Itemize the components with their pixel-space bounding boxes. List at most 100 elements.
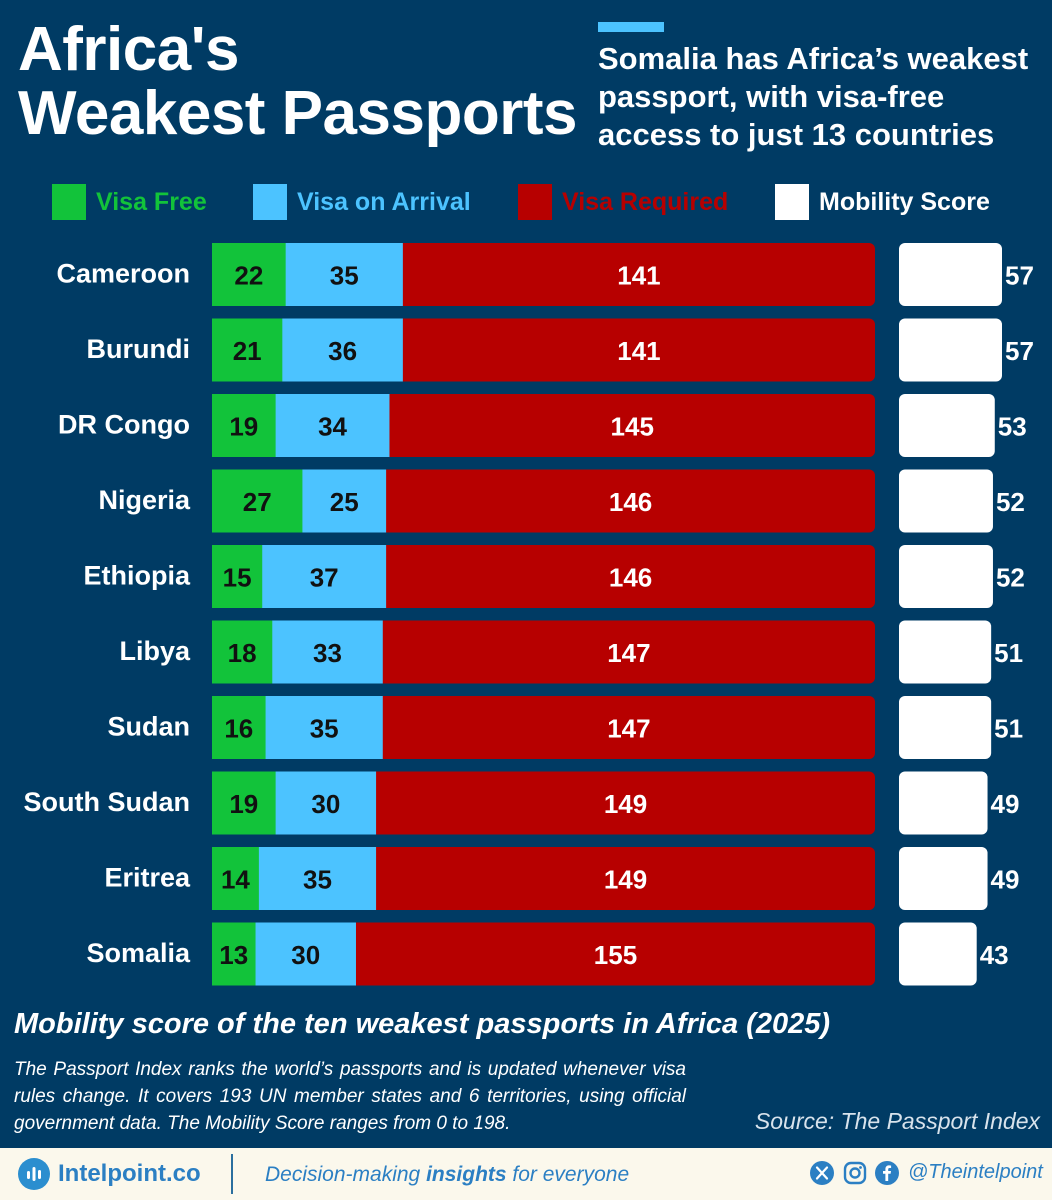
value-visa-on-arrival-burundi: 36 bbox=[328, 336, 357, 366]
value-visa-required-libya: 147 bbox=[607, 638, 650, 668]
country-label-ethiopia: Ethiopia bbox=[84, 561, 191, 591]
title-line-1: Africa's bbox=[18, 15, 239, 84]
title-line-2: Weakest Passports bbox=[18, 79, 577, 148]
bar-mobility-score-ethiopia bbox=[899, 545, 993, 608]
value-visa-required-eritrea: 149 bbox=[604, 865, 647, 895]
bar-visa-free-nigeria bbox=[212, 469, 303, 533]
value-mobility-score-south-sudan: 49 bbox=[991, 789, 1020, 819]
bar-mobility-score-somalia bbox=[899, 922, 977, 986]
country-label-south-sudan: South Sudan bbox=[24, 787, 190, 817]
bar-mobility-score-dr-congo bbox=[899, 394, 995, 457]
value-visa-on-arrival-dr-congo: 34 bbox=[318, 412, 347, 442]
value-mobility-score-dr-congo: 53 bbox=[998, 412, 1027, 442]
chart-caption: Mobility score of the ten weakest passpo… bbox=[14, 1008, 830, 1040]
legend-swatch-visa-required bbox=[518, 184, 552, 220]
value-visa-free-cameroon: 22 bbox=[234, 261, 263, 291]
country-label-cameroon: Cameroon bbox=[56, 259, 190, 289]
methodology-note: The Passport Index ranks the world’s pas… bbox=[14, 1059, 686, 1134]
legend-swatch-visa-free bbox=[52, 184, 86, 220]
value-visa-free-nigeria: 27 bbox=[243, 487, 272, 517]
brand-logo-icon bbox=[18, 1158, 50, 1190]
country-label-nigeria: Nigeria bbox=[98, 485, 191, 515]
page-title: Africa's Weakest Passports bbox=[18, 18, 577, 146]
value-mobility-score-eritrea: 49 bbox=[991, 865, 1020, 895]
subtitle-accent-bar bbox=[598, 22, 664, 32]
value-visa-free-eritrea: 14 bbox=[221, 865, 250, 895]
bar-mobility-score-burundi bbox=[899, 318, 1002, 382]
brand-name: Intelpoint.co bbox=[58, 1160, 201, 1187]
value-visa-on-arrival-nigeria: 25 bbox=[330, 487, 359, 517]
bar-mobility-score-libya bbox=[899, 620, 992, 684]
x-icon[interactable] bbox=[810, 1161, 834, 1185]
value-visa-on-arrival-eritrea: 35 bbox=[303, 865, 332, 895]
legend-swatch-visa-on-arrival bbox=[253, 184, 287, 220]
subtitle: Somalia has Africa’s weakest passport, w… bbox=[598, 41, 1029, 152]
value-mobility-score-nigeria: 52 bbox=[996, 487, 1025, 517]
bar-mobility-score-sudan bbox=[899, 696, 992, 759]
value-visa-free-somalia: 13 bbox=[219, 940, 248, 970]
legend-mobility-score: Mobility Score bbox=[775, 184, 990, 220]
value-visa-on-arrival-ethiopia: 37 bbox=[310, 563, 339, 593]
value-visa-required-ethiopia: 146 bbox=[609, 563, 652, 593]
legend-visa-free: Visa Free bbox=[52, 184, 207, 220]
value-visa-required-cameroon: 141 bbox=[617, 261, 660, 291]
value-visa-on-arrival-somalia: 30 bbox=[291, 940, 320, 970]
country-label-dr-congo: DR Congo bbox=[58, 410, 190, 440]
legend-visa-on-arrival: Visa on Arrival bbox=[253, 184, 471, 220]
tagline-emphasis: insights bbox=[426, 1163, 507, 1186]
bar-visa-free-sudan bbox=[212, 696, 266, 759]
bar-mobility-score-eritrea bbox=[899, 847, 988, 910]
bar-visa-free-cameroon bbox=[212, 243, 286, 306]
country-label-libya: Libya bbox=[119, 636, 191, 666]
tagline-end: for everyone bbox=[506, 1163, 630, 1186]
bar-visa-free-somalia bbox=[212, 922, 256, 986]
source-credit: Source: The Passport Index bbox=[754, 1108, 1040, 1134]
value-mobility-score-cameroon: 57 bbox=[1005, 261, 1034, 291]
bar-visa-required-eritrea bbox=[212, 847, 875, 910]
value-mobility-score-libya: 51 bbox=[994, 638, 1023, 668]
instagram-icon[interactable] bbox=[843, 1161, 867, 1185]
legend-label-visa-on-arrival: Visa on Arrival bbox=[297, 187, 471, 216]
bar-mobility-score-cameroon bbox=[899, 243, 1002, 306]
bar-visa-free-dr-congo bbox=[212, 394, 276, 457]
country-label-burundi: Burundi bbox=[87, 334, 190, 364]
value-visa-free-ethiopia: 15 bbox=[223, 563, 252, 593]
country-label-somalia: Somalia bbox=[86, 938, 191, 968]
bar-visa-free-burundi bbox=[212, 318, 283, 382]
value-visa-free-south-sudan: 19 bbox=[229, 789, 258, 819]
facebook-icon[interactable] bbox=[875, 1161, 899, 1185]
bar-mobility-score-south-sudan bbox=[899, 771, 988, 835]
value-visa-on-arrival-sudan: 35 bbox=[310, 714, 339, 744]
bar-mobility-score-nigeria bbox=[899, 469, 993, 533]
bar-visa-required-south-sudan bbox=[212, 771, 875, 835]
value-visa-on-arrival-libya: 33 bbox=[313, 638, 342, 668]
value-visa-on-arrival-south-sudan: 30 bbox=[311, 789, 340, 819]
bar-visa-free-ethiopia bbox=[212, 545, 263, 608]
value-visa-required-somalia: 155 bbox=[594, 940, 637, 970]
stacked-bar-chart: Cameroon 22 35 141 57 Burundi 21 36 141 57 DR Cong… bbox=[24, 243, 1034, 986]
value-visa-free-burundi: 21 bbox=[233, 336, 262, 366]
value-visa-required-nigeria: 146 bbox=[609, 487, 652, 517]
legend-label-mobility-score: Mobility Score bbox=[819, 187, 990, 216]
value-visa-free-dr-congo: 19 bbox=[229, 412, 258, 442]
value-visa-required-dr-congo: 145 bbox=[611, 412, 654, 442]
tagline: Decision-making insights for everyone bbox=[265, 1163, 629, 1187]
legend-label-visa-free: Visa Free bbox=[96, 187, 207, 216]
country-label-sudan: Sudan bbox=[107, 712, 190, 742]
value-mobility-score-burundi: 57 bbox=[1005, 336, 1034, 366]
bar-visa-free-south-sudan bbox=[212, 771, 276, 835]
value-mobility-score-ethiopia: 52 bbox=[996, 563, 1025, 593]
bar-visa-free-eritrea bbox=[212, 847, 259, 910]
value-mobility-score-somalia: 43 bbox=[980, 940, 1009, 970]
value-mobility-score-sudan: 51 bbox=[994, 714, 1023, 744]
tagline-start: Decision-making bbox=[265, 1163, 427, 1186]
legend-visa-required: Visa Required bbox=[518, 184, 728, 220]
value-visa-required-south-sudan: 149 bbox=[604, 789, 647, 819]
branding-bar: Intelpoint.co Decision-making insights f… bbox=[0, 1148, 1052, 1200]
legend-label-visa-required: Visa Required bbox=[562, 187, 729, 216]
value-visa-required-burundi: 141 bbox=[617, 336, 660, 366]
bar-visa-free-libya bbox=[212, 620, 273, 684]
value-visa-free-sudan: 16 bbox=[224, 714, 253, 744]
social-handle[interactable]: @Theintelpoint bbox=[908, 1161, 1043, 1183]
country-label-eritrea: Eritrea bbox=[104, 863, 191, 893]
